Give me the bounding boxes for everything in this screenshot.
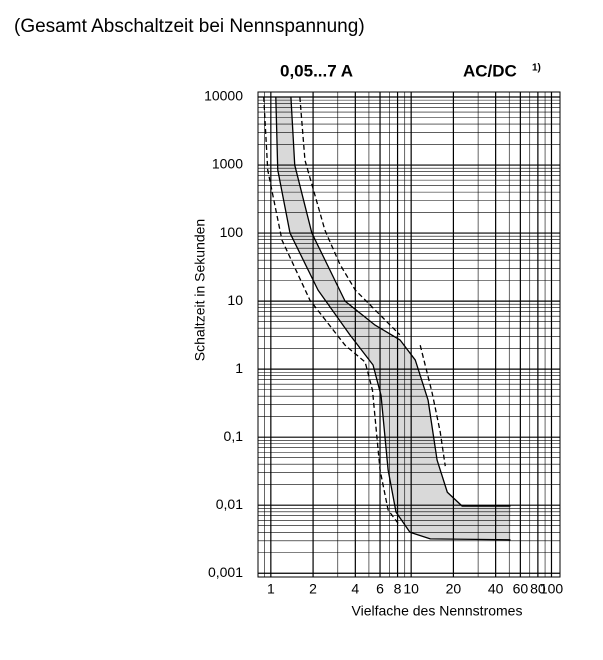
- plot-frame: [257, 91, 561, 578]
- curve: [275, 96, 511, 541]
- curve: [290, 96, 511, 507]
- x-tick-label: 2: [309, 581, 317, 597]
- x-tick-label: 6: [376, 581, 384, 597]
- y-tick-label: 1000: [212, 156, 243, 172]
- chart-subtitle: AC/DC: [463, 61, 517, 80]
- y-tick-label: 10: [227, 292, 243, 308]
- x-tick-label: 60: [513, 581, 529, 597]
- x-tick-label: 40: [488, 581, 504, 597]
- x-tick-label: 100: [540, 581, 564, 597]
- y-tick-label: 0,01: [216, 496, 243, 512]
- y-tick-label: 100: [220, 224, 244, 240]
- footnote-mark: 1): [532, 63, 541, 74]
- y-axis-label: Schaltzeit in Sekunden: [192, 219, 208, 361]
- x-tick-label: 80: [530, 581, 546, 597]
- y-tick-label: 0,1: [224, 428, 244, 444]
- tolerance-band: [275, 97, 511, 540]
- x-tick-label: 10: [403, 581, 419, 597]
- dashed-curve: [263, 96, 401, 527]
- x-tick-label: 8: [394, 581, 402, 597]
- dashed-curve: [299, 96, 446, 467]
- header: (Gesamt Abschaltzeit bei Nennspannung): [14, 16, 365, 37]
- x-tick-label: 1: [267, 581, 275, 597]
- y-tick-label: 0,001: [208, 564, 243, 580]
- x-tick-label: 20: [446, 581, 462, 597]
- y-tick-label: 10000: [204, 88, 243, 104]
- x-tick-label: 4: [351, 581, 359, 597]
- chart-title: 0,05...7 A: [280, 61, 353, 80]
- x-axis-label: Vielfache des Nennstromes: [352, 603, 523, 619]
- y-tick-label: 1: [235, 360, 243, 376]
